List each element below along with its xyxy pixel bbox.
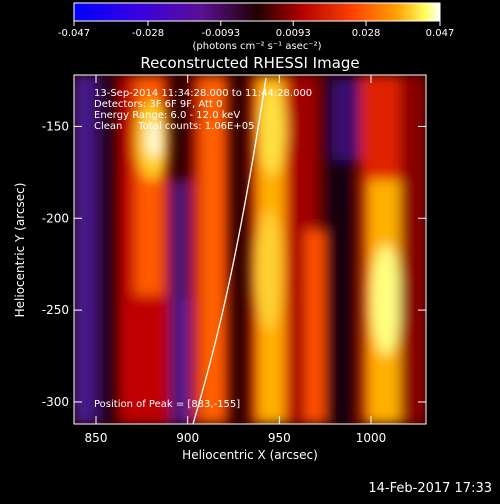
y-axis-ticks: -150 -200 -250 -300 xyxy=(42,119,426,409)
colorbar-gradient xyxy=(73,2,441,22)
colorbar-tick-label: -0.047 xyxy=(58,28,90,39)
y-tick-label: -150 xyxy=(42,119,69,133)
x-tick-label: 950 xyxy=(268,431,291,445)
annotation-clean-counts: Clean Total counts: 1.06E+05 xyxy=(94,121,254,132)
x-tick-label: 1000 xyxy=(356,431,387,445)
annotation-energy-range: Energy Range: 6.0 - 12.0 keV xyxy=(94,110,240,121)
y-tick-label: -300 xyxy=(42,395,69,409)
colorbar-units: (photons cm⁻² s⁻¹ asec⁻²) xyxy=(192,41,321,52)
image-plot xyxy=(74,75,426,424)
peak-position-label: Position of Peak = [883,-155] xyxy=(94,399,240,410)
x-axis-ticks: 850 900 950 1000 xyxy=(85,75,387,445)
plot-frame xyxy=(73,74,427,425)
image-title: Reconstructed RHESSI Image xyxy=(140,54,359,72)
y-axis-label: Heliocentric Y (arcsec) xyxy=(13,183,27,318)
image-annotations: 13-Sep-2014 11:34:28.000 to 11:44:28.000… xyxy=(94,88,312,410)
x-tick-label: 850 xyxy=(85,431,108,445)
y-tick-label: -200 xyxy=(42,211,69,225)
annotation-time-range: 13-Sep-2014 11:34:28.000 to 11:44:28.000 xyxy=(94,88,312,99)
y-tick-label: -250 xyxy=(42,303,69,317)
colorbar-tick-label: -0.0093 xyxy=(201,28,240,39)
colorbar-ticks: -0.047 -0.028 -0.0093 0.0093 0.028 0.047 xyxy=(58,21,454,39)
colorbar: -0.047 -0.028 -0.0093 0.0093 0.028 0.047 (pho… xyxy=(58,2,454,52)
x-tick-label: 900 xyxy=(176,431,199,445)
x-axis-label: Heliocentric X (arcsec) xyxy=(182,448,318,462)
emission-map xyxy=(74,75,426,424)
annotation-detectors: Detectors: 3F 6F 9F, Att 0 xyxy=(94,99,222,110)
solar-limb-line xyxy=(192,77,267,425)
colorbar-tick-label: 0.047 xyxy=(426,28,455,39)
colorbar-tick-label: 0.028 xyxy=(352,28,381,39)
colorbar-tick-label: -0.028 xyxy=(132,28,164,39)
footer-timestamp: 14-Feb-2017 17:33 xyxy=(368,481,492,496)
colorbar-tick-label: 0.0093 xyxy=(276,28,311,39)
